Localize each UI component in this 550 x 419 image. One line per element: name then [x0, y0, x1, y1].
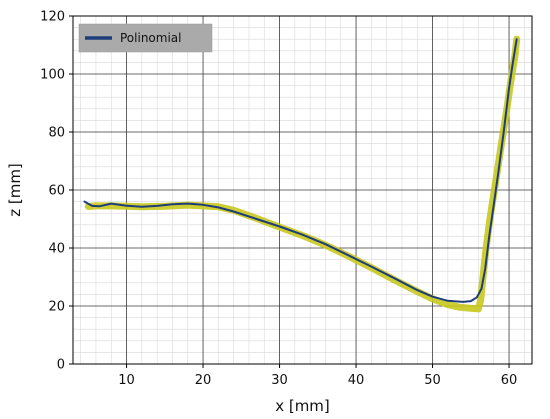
y-axis-label: z [mm]	[6, 163, 24, 217]
y-tick-label: 100	[40, 68, 65, 83]
tick-labels: 10 20 30 40 50 60 0 20 40 60 80 100 120	[40, 10, 517, 389]
y-tick-label: 40	[48, 242, 65, 257]
x-tick-label: 60	[501, 373, 518, 388]
series-polinomial-line	[83, 38, 518, 303]
x-tick-label: 30	[271, 373, 288, 388]
x-tick-label: 40	[348, 373, 365, 388]
x-tick-label: 50	[424, 373, 441, 388]
x-tick-label: 10	[118, 373, 135, 388]
legend: Polinomial	[78, 23, 213, 53]
x-tick-label: 20	[195, 373, 212, 388]
y-tick-label: 120	[40, 10, 65, 25]
x-axis-label: x [mm]	[275, 397, 330, 415]
y-tick-label: 0	[57, 358, 65, 373]
legend-label-polinomial: Polinomial	[120, 31, 181, 45]
y-tick-label: 60	[48, 184, 65, 199]
y-tick-label: 80	[48, 126, 65, 141]
series-measured-line	[84, 35, 521, 313]
series-layer	[83, 35, 521, 313]
ticks	[69, 15, 510, 368]
y-tick-label: 20	[48, 300, 65, 315]
